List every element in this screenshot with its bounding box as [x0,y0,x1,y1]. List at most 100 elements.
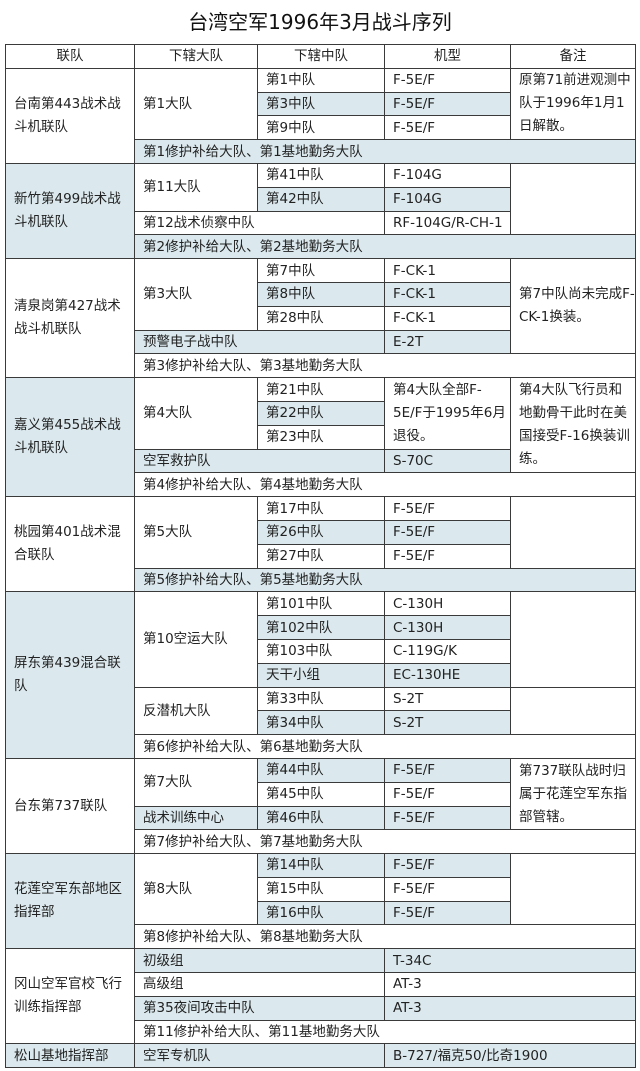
aircraft-type: F-5E/F [384,757,511,783]
table-row: 第11修护补给大队、第11基地勤务大队 [6,1019,636,1045]
group-name: 第5大队 [134,496,258,569]
squadron-name: 第34中队 [257,710,385,736]
group-name: 第10空运大队 [134,591,258,688]
table-row: 第102中队 C-130H [6,615,636,640]
table-row: 第8修护补给大队、第8基地勤务大队 [6,924,636,950]
table-row: 第1修护补给大队、第1基地勤务大队 [6,139,636,164]
table-row: 第6修护补给大队、第6基地勤务大队 [6,734,636,759]
support-units: 第5修护补给大队、第5基地勤务大队 [134,567,636,593]
support-units: 第6修护补给大队、第6基地勤务大队 [134,734,636,759]
group-name: 第1大队 [134,67,258,141]
squadron-name: 第8中队 [257,281,385,307]
remark [510,162,636,236]
wing-name: 台南第443战术战斗机联队 [5,67,135,164]
squadron-name: 第28中队 [257,305,385,331]
squadron-name: 第9中队 [257,115,385,141]
aircraft-type: F-5E/F [384,876,511,902]
table-row: 第35夜间攻击中队 AT-3 [6,995,636,1021]
aircraft-type: C-130H [384,615,511,640]
support-units: 第2修护补给大队、第2基地勤务大队 [134,234,636,260]
aircraft-type: C-119G/K [384,638,511,664]
aircraft-type: S-70C [384,448,511,474]
aircraft-type: F-5E/F [384,781,511,807]
aircraft-type: B-727/福克50/比奇1900 [384,1043,636,1069]
squadron-name: 第102中队 [257,615,385,640]
squadron-name: 第27中队 [257,543,385,569]
remark: 第4大队飞行员和地勤骨干此时在美国接受F-16换装训练。 [510,377,636,474]
group-name: 第8大队 [134,853,258,926]
wing-name: 新竹第499战术战斗机联队 [5,162,135,260]
aircraft-type: F-5E/F [384,496,511,521]
table-row: 屏东第439混合联队 第10空运大队 第101中队 C-130H [5,591,636,759]
table-row: 高级组 AT-3 [6,972,636,997]
wing-name: 冈山空军官校飞行训练指挥部 [5,948,135,1045]
support-units: 第11修护补给大队、第11基地勤务大队 [134,1019,636,1045]
table-row: 第28中队 F-CK-1 [6,305,636,331]
table-row: 第12战术侦察中队 RF-104G/R-CH-1 [6,210,636,236]
aircraft-type: F-5E/F [384,543,511,569]
aircraft-type: F-CK-1 [384,305,511,331]
group-name: 初级组 [134,948,385,974]
header-wing: 联队 [5,44,135,69]
squadron-name: 第22中队 [257,400,385,426]
remark [510,853,636,926]
table-row: 第9中队 F-5E/F [6,115,636,141]
aircraft-type: F-5E/F [384,519,511,545]
squadron-name: 第101中队 [257,591,385,617]
group-name: 预警电子战中队 [134,329,385,355]
support-units: 第7修护补给大队、第7基地勤务大队 [134,829,636,855]
squadron-name: 天干小组 [257,662,385,688]
squadron-name: 第41中队 [257,162,385,188]
group-name: 第7大队 [134,757,258,807]
aircraft-type: 第4大队全部F-5E/F于1995年6月退役。 [384,377,511,450]
wing-name: 松山基地指挥部 [5,1043,135,1069]
group-name: 空军救护队 [134,448,385,474]
aircraft-type: F-5E/F [384,900,511,926]
group-name: 第3大队 [134,258,258,331]
aircraft-type: F-5E/F [384,115,511,141]
aircraft-type: F-5E/F [384,805,511,831]
table-row: 第7修护补给大队、第7基地勤务大队 [6,829,636,855]
aircraft-type: E-2T [384,329,511,355]
wing-name: 台东第737联队 [5,757,135,855]
group-name: 第4大队 [134,377,258,450]
table-row: 桃园第401战术混合联队 第5大队 第17中队 F-5E/F [5,496,636,593]
remark [510,686,636,736]
wing-name: 屏东第439混合联队 [5,591,135,759]
aircraft-type: F-5E/F [384,67,511,93]
squadron-name: 第14中队 [257,853,385,878]
header-row: 联队 下辖大队 下辖中队 机型 备注 [5,44,636,69]
table-row: 第45中队 F-5E/F [6,781,636,807]
table-row: 新竹第499战术战斗机联队 第11大队 第41中队 F-104G [5,162,636,260]
table-row: 第42中队 F-104G [6,186,636,212]
header-group: 下辖大队 [134,44,258,69]
table-row: 第16中队 F-5E/F [6,900,636,926]
squadron-name: 第15中队 [257,876,385,902]
table-row: 天干小组 EC-130HE [6,662,636,688]
squadron-name: 第7中队 [257,258,385,283]
page-title: 台湾空军1996年3月战斗序列 [188,10,452,34]
table-row: 第103中队 C-119G/K [6,638,636,664]
aircraft-type: F-CK-1 [384,281,511,307]
squadron-name: 第17中队 [257,496,385,521]
table-row: 空军救护队 S-70C [6,448,636,474]
support-units: 第1修护补给大队、第1基地勤务大队 [134,139,636,164]
remark [510,591,636,688]
wing-name: 清泉岗第427战术战斗机联队 [5,258,135,379]
group-name: 第35夜间攻击中队 [134,995,385,1021]
table-row: 第8中队 F-CK-1 [6,281,636,307]
order-of-battle-table: 联队 下辖大队 下辖中队 机型 备注 台南第443战术战斗机联队 第1大队 第1… [5,44,636,1069]
table-row: 第34中队 S-2T [6,710,636,736]
remark: 原第71前进观测中队于1996年1月1日解散。 [510,67,636,141]
table-row: 第26中队 F-5E/F [6,519,636,545]
support-units: 第8修护补给大队、第8基地勤务大队 [134,924,636,950]
support-units: 第3修护补给大队、第3基地勤务大队 [134,353,636,379]
table-row: 台南第443战术战斗机联队 第1大队 第1中队 F-5E/F 原第71前进观测中… [5,67,636,164]
aircraft-type: AT-3 [384,995,636,1021]
aircraft-type: F-104G [384,186,511,212]
aircraft-type: S-2T [384,686,511,712]
aircraft-type: F-5E/F [384,853,511,878]
table-row: 第5修护补给大队、第5基地勤务大队 [6,567,636,593]
group-name: 高级组 [134,972,385,997]
squadron-name: 第42中队 [257,186,385,212]
